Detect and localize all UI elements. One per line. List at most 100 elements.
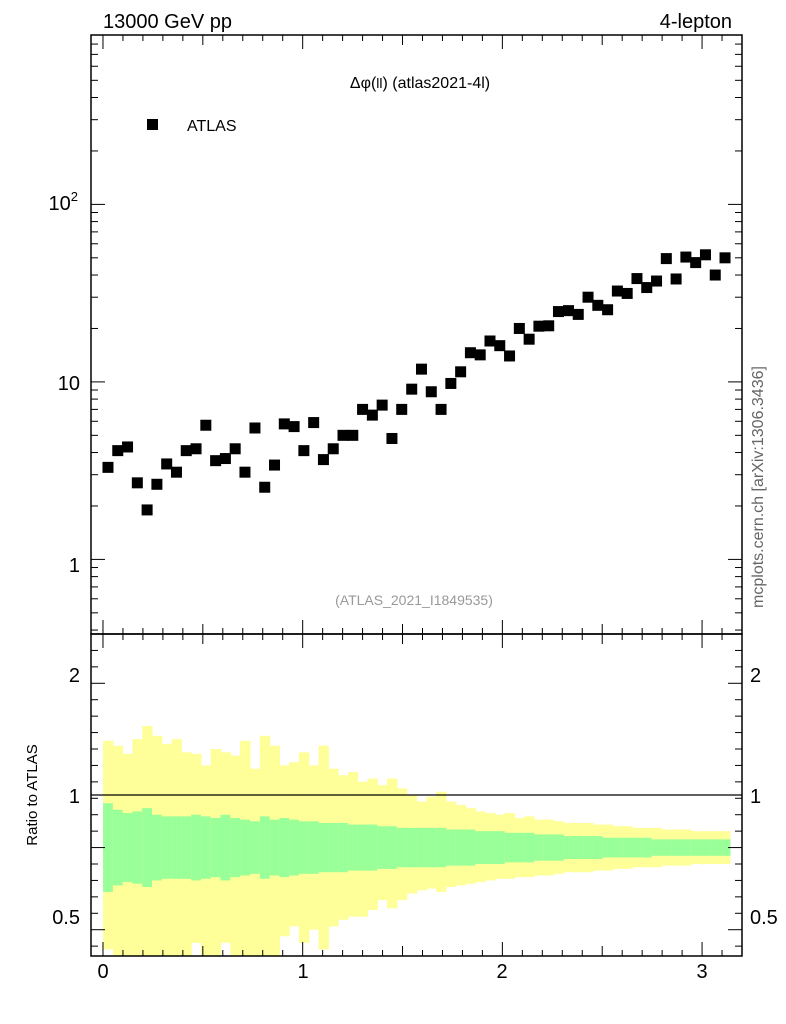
data-point bbox=[611, 285, 623, 297]
stat-band-bin bbox=[269, 819, 281, 876]
data-point bbox=[170, 466, 182, 478]
stat-band-bin bbox=[406, 827, 418, 868]
stat-band-bin bbox=[553, 834, 564, 861]
data-point bbox=[317, 454, 329, 466]
data-point bbox=[445, 377, 457, 389]
data-point bbox=[239, 466, 251, 478]
stat-band-bin bbox=[142, 808, 153, 887]
data-point bbox=[582, 291, 594, 303]
ratio-ytick-label-1: 1 bbox=[69, 786, 80, 808]
data-point bbox=[180, 445, 192, 457]
data-point bbox=[357, 403, 369, 415]
stat-band-bin bbox=[181, 816, 192, 879]
plot-title: Δφ(ll) (atlas2021-4l) bbox=[350, 75, 490, 92]
process-label: 4-lepton bbox=[660, 11, 732, 33]
stat-band-bin bbox=[514, 832, 525, 863]
stat-band-bin bbox=[563, 836, 574, 860]
data-point bbox=[366, 409, 378, 421]
data-point bbox=[376, 399, 388, 411]
stat-band-bin bbox=[289, 819, 300, 876]
data-point bbox=[415, 363, 427, 375]
data-point bbox=[523, 333, 535, 345]
main-data-points bbox=[102, 249, 731, 516]
stat-band-bin bbox=[720, 839, 731, 856]
xtick-label-3: 3 bbox=[696, 961, 707, 983]
data-point bbox=[504, 350, 516, 362]
legend-label-atlas: ATLAS bbox=[187, 118, 237, 135]
ytick-label-10: 10 bbox=[58, 373, 80, 395]
data-point bbox=[219, 453, 231, 465]
xtick-label-1: 1 bbox=[297, 961, 308, 983]
data-point bbox=[474, 349, 486, 361]
source-side-label: mcplots.cern.ch [arXiv:1306.3436] bbox=[750, 366, 767, 608]
ratio-ytick-label-2: 2 bbox=[69, 665, 80, 687]
data-point bbox=[229, 443, 241, 455]
stat-band-bin bbox=[504, 832, 516, 863]
stat-band-bin bbox=[103, 803, 114, 892]
data-point bbox=[572, 308, 584, 320]
stat-band-bin bbox=[426, 827, 437, 868]
stat-band-bin bbox=[132, 811, 143, 884]
stat-band-bin bbox=[200, 816, 212, 879]
stat-band-bin bbox=[338, 822, 349, 873]
stat-band-bin bbox=[671, 839, 682, 856]
stat-band-bin bbox=[250, 821, 261, 874]
data-point bbox=[543, 320, 555, 332]
data-point bbox=[327, 443, 339, 455]
stat-band-bin bbox=[690, 839, 702, 856]
ratio-ytick-label-right-1: 1 bbox=[750, 786, 761, 808]
data-point bbox=[210, 455, 222, 467]
data-point bbox=[484, 335, 496, 347]
data-point bbox=[641, 282, 653, 294]
data-point bbox=[249, 422, 261, 434]
data-point bbox=[102, 461, 114, 473]
data-point bbox=[278, 418, 290, 430]
stat-band-bin bbox=[612, 837, 623, 858]
data-point bbox=[690, 257, 702, 269]
data-point bbox=[406, 383, 418, 395]
data-point bbox=[562, 305, 574, 317]
data-point bbox=[337, 429, 349, 441]
stat-band-bin bbox=[259, 816, 271, 879]
data-point bbox=[651, 275, 663, 287]
energy-label: 13000 GeV pp bbox=[103, 11, 232, 33]
stat-band-bin bbox=[680, 839, 692, 856]
xtick-label-2: 2 bbox=[496, 961, 507, 983]
data-point bbox=[631, 273, 643, 285]
ytick-label-1: 1 bbox=[69, 555, 80, 577]
data-point bbox=[151, 478, 163, 490]
stat-band-bin bbox=[710, 839, 721, 856]
data-point bbox=[396, 403, 408, 415]
data-point bbox=[660, 253, 672, 265]
stat-band-bin bbox=[318, 822, 329, 873]
stat-band-bin bbox=[632, 837, 643, 858]
ytick-label-100-base: 10 bbox=[49, 193, 71, 215]
stat-band-bin bbox=[112, 809, 124, 886]
data-point bbox=[435, 403, 447, 415]
stat-band-bin bbox=[416, 827, 427, 868]
data-point bbox=[386, 432, 398, 444]
stat-band-bin bbox=[485, 831, 496, 864]
ratio-bands bbox=[103, 726, 731, 956]
stat-band-bin bbox=[436, 827, 447, 868]
xtick-label-0: 0 bbox=[97, 961, 108, 983]
stat-band-bin bbox=[622, 837, 633, 858]
data-point bbox=[259, 481, 271, 493]
stat-band-bin bbox=[308, 821, 320, 874]
data-point bbox=[513, 322, 525, 334]
data-point bbox=[680, 251, 692, 263]
data-point bbox=[308, 417, 320, 429]
data-point bbox=[670, 273, 682, 285]
ytick-label-100: 102 bbox=[49, 189, 78, 215]
data-point bbox=[592, 299, 604, 311]
stat-band-bin bbox=[347, 824, 359, 871]
stat-band-bin bbox=[455, 829, 467, 866]
stat-band-bin bbox=[465, 829, 476, 866]
data-point bbox=[719, 252, 731, 264]
data-point bbox=[112, 445, 124, 457]
ratio-ytick-label-right-0.5: 0.5 bbox=[750, 907, 778, 929]
data-point bbox=[552, 306, 564, 318]
stat-band-bin bbox=[534, 834, 545, 861]
data-point bbox=[621, 287, 633, 299]
